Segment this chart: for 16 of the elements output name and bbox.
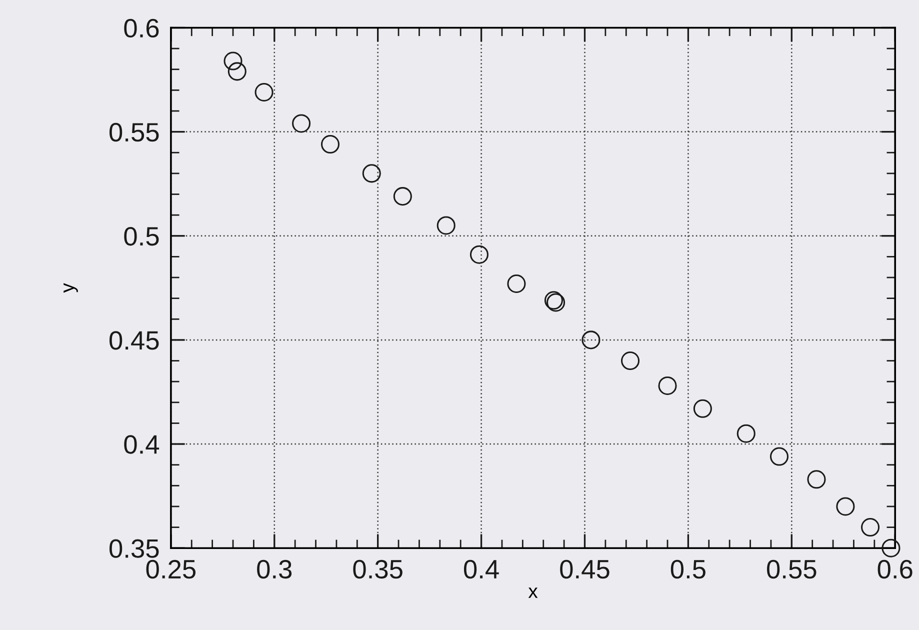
x-tick-label: 0.25 [146, 560, 196, 579]
y-tick-label: 0.55 [110, 122, 159, 142]
x-tick-label: 0.3 [257, 560, 292, 579]
y-axis-title: y [64, 283, 78, 293]
x-tick-label: 0.5 [670, 560, 706, 579]
y-tick-label: 0.35 [110, 539, 159, 558]
x-tick-label: 0.45 [560, 560, 610, 579]
x-tick-label: 0.55 [767, 560, 816, 579]
y-tick-label: 0.6 [124, 18, 159, 38]
y-tick-label: 0.4 [124, 435, 160, 454]
y-tick-label: 0.5 [124, 227, 159, 246]
x-tick-label: 0.35 [353, 560, 402, 579]
x-tick-label: 0.6 [878, 560, 912, 579]
y-tick-label: 0.45 [110, 331, 159, 350]
x-tick-label: 0.4 [464, 560, 499, 579]
x-axis-title: x [528, 588, 538, 598]
